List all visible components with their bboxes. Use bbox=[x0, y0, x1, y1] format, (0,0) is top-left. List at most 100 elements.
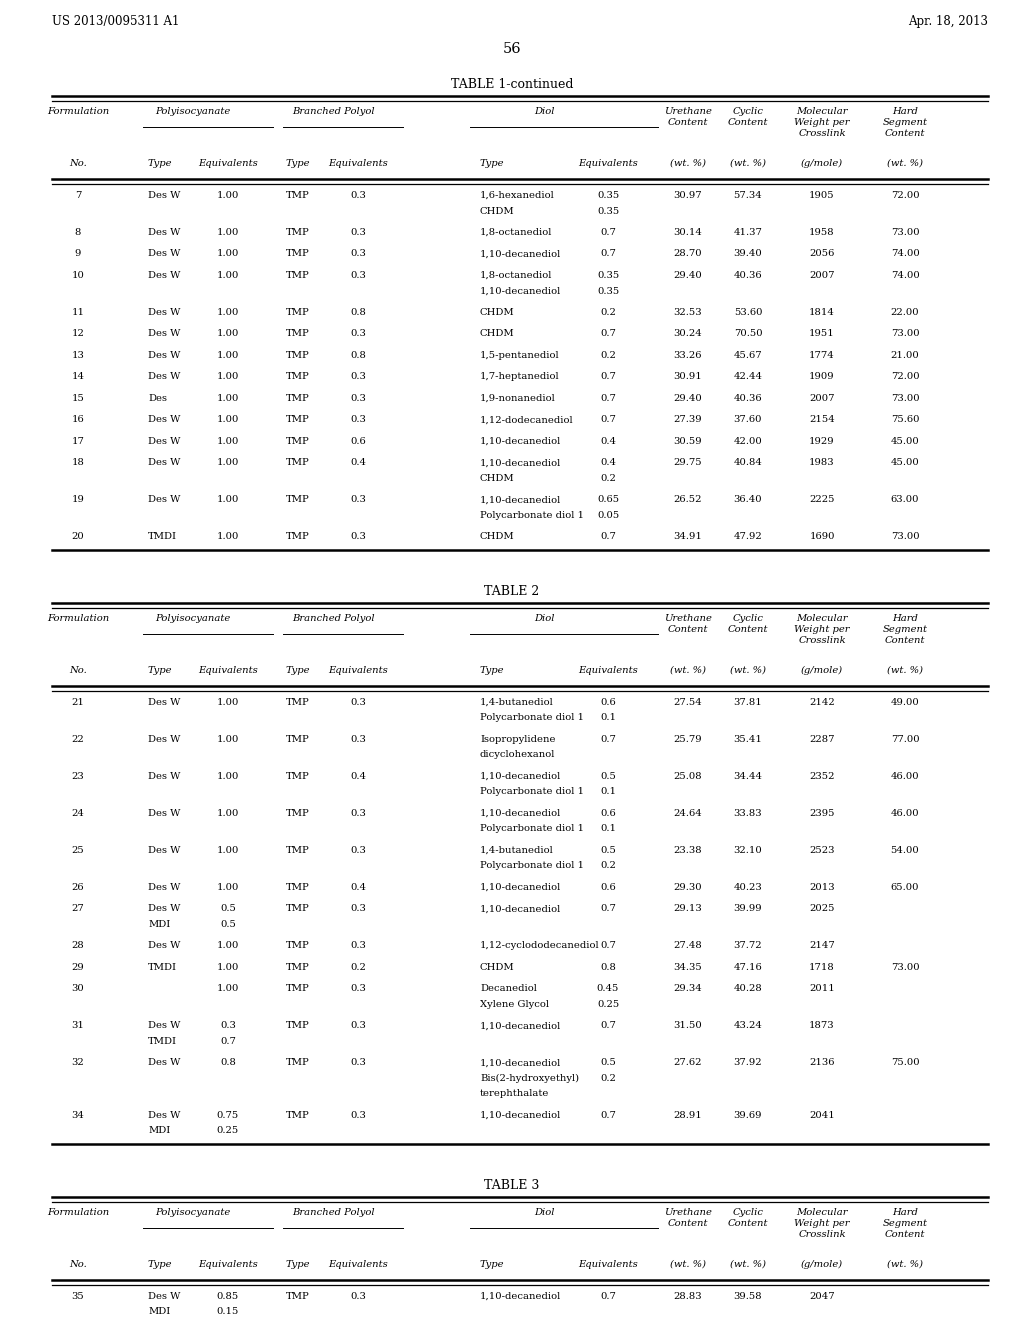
Text: CHDM: CHDM bbox=[480, 206, 515, 215]
Text: 2013: 2013 bbox=[809, 883, 835, 892]
Text: 1.00: 1.00 bbox=[217, 495, 240, 504]
Text: 49.00: 49.00 bbox=[891, 698, 920, 708]
Text: 1.00: 1.00 bbox=[217, 941, 240, 950]
Text: Xylene Glycol: Xylene Glycol bbox=[480, 1001, 549, 1008]
Text: 9: 9 bbox=[75, 249, 81, 259]
Text: 43.24: 43.24 bbox=[733, 1022, 763, 1031]
Text: 42.00: 42.00 bbox=[733, 437, 763, 446]
Text: 0.3: 0.3 bbox=[350, 532, 366, 541]
Text: 0.85: 0.85 bbox=[217, 1292, 240, 1302]
Text: 1.00: 1.00 bbox=[217, 883, 240, 892]
Text: Diol: Diol bbox=[534, 1208, 554, 1217]
Text: 0.7: 0.7 bbox=[600, 941, 616, 950]
Text: 30.91: 30.91 bbox=[674, 372, 702, 381]
Text: 1909: 1909 bbox=[809, 372, 835, 381]
Text: 0.1: 0.1 bbox=[600, 825, 616, 833]
Text: 0.4: 0.4 bbox=[350, 458, 366, 467]
Text: 22.00: 22.00 bbox=[891, 308, 920, 317]
Text: 1,5-pentanediol: 1,5-pentanediol bbox=[480, 351, 560, 360]
Text: 24.64: 24.64 bbox=[674, 809, 702, 818]
Text: 39.40: 39.40 bbox=[733, 249, 763, 259]
Text: TMP: TMP bbox=[286, 904, 310, 913]
Text: Urethane
Content: Urethane Content bbox=[664, 614, 712, 634]
Text: 0.8: 0.8 bbox=[600, 964, 616, 972]
Text: 7: 7 bbox=[75, 191, 81, 201]
Text: 0.3: 0.3 bbox=[350, 191, 366, 201]
Text: 1.00: 1.00 bbox=[217, 351, 240, 360]
Text: 72.00: 72.00 bbox=[891, 191, 920, 201]
Text: 45.67: 45.67 bbox=[733, 351, 762, 360]
Text: 1929: 1929 bbox=[809, 437, 835, 446]
Text: 1.00: 1.00 bbox=[217, 437, 240, 446]
Text: 13: 13 bbox=[72, 351, 84, 360]
Text: TMP: TMP bbox=[286, 1111, 310, 1119]
Text: 0.3: 0.3 bbox=[350, 271, 366, 280]
Text: (wt. %): (wt. %) bbox=[730, 1261, 766, 1269]
Text: 15: 15 bbox=[72, 393, 84, 403]
Text: Equivalents: Equivalents bbox=[579, 1261, 638, 1269]
Text: 0.7: 0.7 bbox=[600, 904, 616, 913]
Text: Des W: Des W bbox=[148, 1022, 180, 1031]
Text: Molecular
Weight per
Crosslink: Molecular Weight per Crosslink bbox=[795, 1208, 850, 1239]
Text: 22: 22 bbox=[72, 735, 84, 744]
Text: Cyclic
Content: Cyclic Content bbox=[728, 614, 768, 634]
Text: Des W: Des W bbox=[148, 308, 180, 317]
Text: 20: 20 bbox=[72, 532, 84, 541]
Text: Type: Type bbox=[286, 1261, 310, 1269]
Text: 0.3: 0.3 bbox=[350, 904, 366, 913]
Text: 0.65: 0.65 bbox=[597, 495, 620, 504]
Text: 46.00: 46.00 bbox=[891, 772, 920, 781]
Text: 1690: 1690 bbox=[809, 532, 835, 541]
Text: 2395: 2395 bbox=[809, 809, 835, 818]
Text: Urethane
Content: Urethane Content bbox=[664, 107, 712, 127]
Text: 73.00: 73.00 bbox=[891, 330, 920, 338]
Text: 1,10-decanediol: 1,10-decanediol bbox=[480, 437, 561, 446]
Text: Bis(2-hydroxyethyl): Bis(2-hydroxyethyl) bbox=[480, 1074, 580, 1084]
Text: (g/mole): (g/mole) bbox=[801, 667, 843, 675]
Text: Hard
Segment
Content: Hard Segment Content bbox=[883, 1208, 928, 1239]
Text: 33.83: 33.83 bbox=[733, 809, 762, 818]
Text: Des W: Des W bbox=[148, 271, 180, 280]
Text: (wt. %): (wt. %) bbox=[887, 667, 923, 675]
Text: 19: 19 bbox=[72, 495, 84, 504]
Text: 1,6-hexanediol: 1,6-hexanediol bbox=[480, 191, 555, 201]
Text: 34.35: 34.35 bbox=[674, 964, 702, 972]
Text: 1.00: 1.00 bbox=[217, 772, 240, 781]
Text: 0.7: 0.7 bbox=[600, 735, 616, 744]
Text: 1,9-nonanediol: 1,9-nonanediol bbox=[480, 393, 556, 403]
Text: 1.00: 1.00 bbox=[217, 249, 240, 259]
Text: (wt. %): (wt. %) bbox=[670, 158, 706, 168]
Text: 1,10-decanediol: 1,10-decanediol bbox=[480, 904, 561, 913]
Text: TMP: TMP bbox=[286, 985, 310, 994]
Text: US 2013/0095311 A1: US 2013/0095311 A1 bbox=[52, 15, 179, 28]
Text: 1,10-decanediol: 1,10-decanediol bbox=[480, 1292, 561, 1302]
Text: 1.00: 1.00 bbox=[217, 308, 240, 317]
Text: 1,12-dodecanediol: 1,12-dodecanediol bbox=[480, 416, 573, 425]
Text: (wt. %): (wt. %) bbox=[730, 158, 766, 168]
Text: Des W: Des W bbox=[148, 809, 180, 818]
Text: 25.79: 25.79 bbox=[674, 735, 702, 744]
Text: 54.00: 54.00 bbox=[891, 846, 920, 855]
Text: 0.7: 0.7 bbox=[220, 1038, 236, 1045]
Text: Des W: Des W bbox=[148, 1111, 180, 1119]
Text: No.: No. bbox=[70, 1261, 87, 1269]
Text: 37.60: 37.60 bbox=[734, 416, 762, 425]
Text: 1905: 1905 bbox=[809, 191, 835, 201]
Text: Des W: Des W bbox=[148, 437, 180, 446]
Text: 1,10-decanediol: 1,10-decanediol bbox=[480, 1059, 561, 1068]
Text: 0.4: 0.4 bbox=[600, 458, 616, 467]
Text: (wt. %): (wt. %) bbox=[670, 1261, 706, 1269]
Text: 1.00: 1.00 bbox=[217, 964, 240, 972]
Text: 0.45: 0.45 bbox=[597, 985, 620, 994]
Text: 25: 25 bbox=[72, 846, 84, 855]
Text: 21.00: 21.00 bbox=[891, 351, 920, 360]
Text: 63.00: 63.00 bbox=[891, 495, 920, 504]
Text: Equivalents: Equivalents bbox=[198, 1261, 258, 1269]
Text: 0.35: 0.35 bbox=[597, 191, 620, 201]
Text: TMP: TMP bbox=[286, 308, 310, 317]
Text: Des W: Des W bbox=[148, 1292, 180, 1302]
Text: Hard
Segment
Content: Hard Segment Content bbox=[883, 614, 928, 645]
Text: 56: 56 bbox=[503, 42, 521, 55]
Text: Des W: Des W bbox=[148, 495, 180, 504]
Text: Polyisocyanate: Polyisocyanate bbox=[156, 614, 230, 623]
